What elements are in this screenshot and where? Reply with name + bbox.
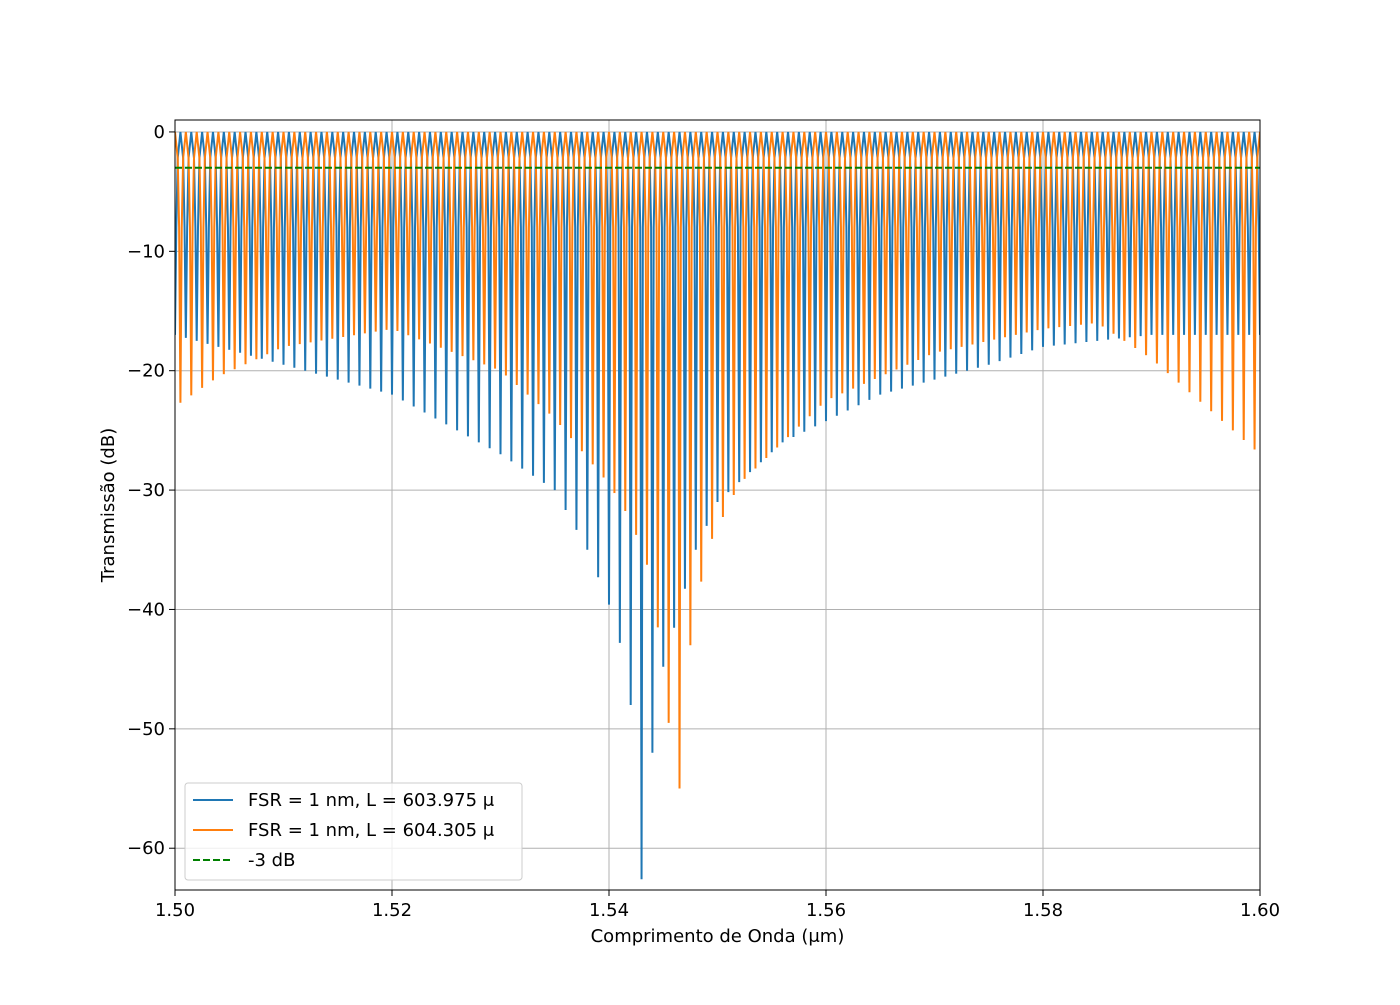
legend-entry-3db: -3 dB: [248, 850, 295, 871]
y-tick-label: −50: [127, 719, 165, 740]
y-axis-label: Transmissão (dB): [98, 428, 119, 583]
x-tick-label: 1.56: [806, 900, 846, 921]
x-tick-label: 1.58: [1023, 900, 1063, 921]
y-tick-label: −10: [127, 241, 165, 262]
y-tick-label: −40: [127, 599, 165, 620]
x-tick-label: 1.50: [155, 900, 195, 921]
legend: FSR = 1 nm, L = 603.975 μ FSR = 1 nm, L …: [184, 782, 523, 881]
y-tick-label: −20: [127, 361, 165, 382]
x-axis-label: Comprimento de Onda (μm): [591, 926, 845, 947]
series-layer: [175, 131, 1260, 880]
y-tick-label: −30: [127, 480, 165, 501]
x-tick-label: 1.60: [1240, 900, 1280, 921]
series-2-line: [175, 131, 1260, 789]
plot-frame: [174, 119, 1261, 891]
y-tick-label: 0: [154, 122, 165, 143]
x-tick-label: 1.52: [372, 900, 412, 921]
y-tick-label: −60: [127, 838, 165, 859]
legend-box: [184, 782, 523, 881]
x-tick-label: 1.54: [589, 900, 629, 921]
ticks: 1.50 1.52 1.54 1.56 1.58 1.60 0 −10 −20 −30 −40 −50…: [127, 122, 1280, 921]
legend-entry-series-2: FSR = 1 nm, L = 604.305 μ: [248, 820, 495, 841]
legend-entry-series-1: FSR = 1 nm, L = 603.975 μ: [248, 790, 495, 811]
